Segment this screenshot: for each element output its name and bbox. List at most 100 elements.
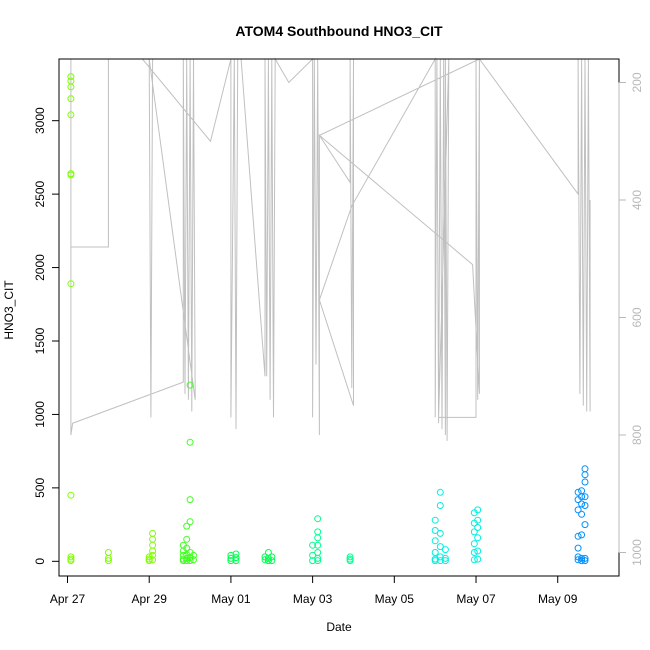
y-tick-label: 3000 (33, 107, 47, 134)
data-point (474, 547, 482, 555)
y-tick-label: 1000 (33, 401, 47, 428)
x-tick-label: Apr 29 (132, 592, 168, 606)
data-point (436, 553, 444, 561)
data-point (581, 493, 589, 501)
data-point (186, 557, 194, 565)
data-point (104, 554, 112, 562)
data-point (67, 171, 75, 179)
data-point (232, 554, 240, 562)
data-point (67, 491, 75, 499)
data-point (441, 557, 449, 565)
x-tick-label: Apr 27 (50, 592, 86, 606)
data-point (309, 541, 317, 549)
data-point (67, 83, 75, 91)
data-point (67, 557, 75, 565)
secondary-y-tick-label: 800 (630, 425, 644, 445)
data-point (314, 557, 322, 565)
data-point (441, 554, 449, 562)
data-point (67, 111, 75, 119)
y-tick-label: 1500 (33, 327, 47, 354)
data-point (104, 557, 112, 565)
data-point (574, 488, 582, 496)
data-point (436, 543, 444, 551)
data-point (574, 556, 582, 564)
x-tick-label: May 05 (375, 592, 415, 606)
data-point (581, 554, 589, 562)
data-point (581, 521, 589, 529)
data-point (268, 557, 276, 565)
data-point (67, 95, 75, 103)
secondary-y-tick-label: 600 (630, 307, 644, 327)
x-tick-label: May 03 (293, 592, 333, 606)
data-point (431, 549, 439, 556)
secondary-line-layer (70, 57, 591, 441)
data-point (314, 534, 322, 542)
data-point (574, 544, 582, 552)
data-point (261, 556, 269, 564)
data-point (183, 522, 191, 530)
x-axis: Apr 27 Apr 29 May 01 May 03 May 05 May 07 May … (50, 575, 578, 606)
data-point (67, 280, 75, 288)
data-point (183, 544, 191, 552)
data-point (186, 438, 194, 446)
secondary-y-tick-label: 200 (630, 72, 644, 92)
data-point (474, 555, 482, 563)
data-point (314, 554, 322, 562)
data-point (145, 557, 153, 565)
data-point (574, 532, 582, 540)
y-tick-label: 2500 (33, 180, 47, 207)
data-point (67, 553, 75, 561)
data-point (183, 535, 191, 543)
x-tick-label: May 07 (456, 592, 496, 606)
data-point (474, 506, 482, 514)
data-point (149, 547, 157, 555)
secondary-y-tick-label: 400 (630, 190, 644, 210)
x-axis-label: Date (326, 620, 352, 634)
data-point (581, 471, 589, 479)
points-layer (67, 73, 589, 565)
data-point (314, 541, 322, 549)
data-point (186, 518, 194, 526)
data-point (470, 528, 478, 536)
x-tick-label: May 01 (211, 592, 251, 606)
data-point (346, 553, 354, 561)
x-tick-label: May 09 (538, 592, 578, 606)
data-point (268, 553, 276, 561)
data-point (186, 381, 194, 389)
data-point (431, 516, 439, 524)
data-point (470, 556, 478, 564)
data-point (470, 549, 478, 556)
data-point (578, 510, 586, 518)
data-point (314, 515, 322, 523)
data-point (581, 478, 589, 486)
data-point (431, 527, 439, 534)
data-point (581, 502, 589, 509)
data-point (436, 529, 444, 537)
data-point (186, 496, 194, 504)
data-point (149, 556, 157, 564)
data-point (232, 550, 240, 558)
data-point (574, 506, 582, 514)
data-point (441, 546, 449, 554)
data-point (232, 557, 240, 565)
data-point (67, 73, 75, 81)
secondary-series-line (70, 57, 591, 441)
data-point (431, 557, 439, 565)
data-point (346, 557, 354, 565)
secondary-y-axis: 200 400 600 800 1000 (618, 72, 644, 566)
data-point (474, 534, 482, 542)
data-point (436, 502, 444, 509)
data-point (581, 557, 589, 565)
data-point (470, 540, 478, 548)
y-tick-label: 0 (33, 558, 47, 565)
data-point (309, 551, 317, 559)
data-point (578, 500, 586, 508)
data-point (190, 556, 197, 564)
data-point (227, 557, 235, 565)
data-point (149, 551, 157, 559)
y-tick-label: 500 (33, 478, 47, 498)
data-point (474, 516, 482, 524)
secondary-y-tick-label: 1000 (630, 539, 644, 566)
